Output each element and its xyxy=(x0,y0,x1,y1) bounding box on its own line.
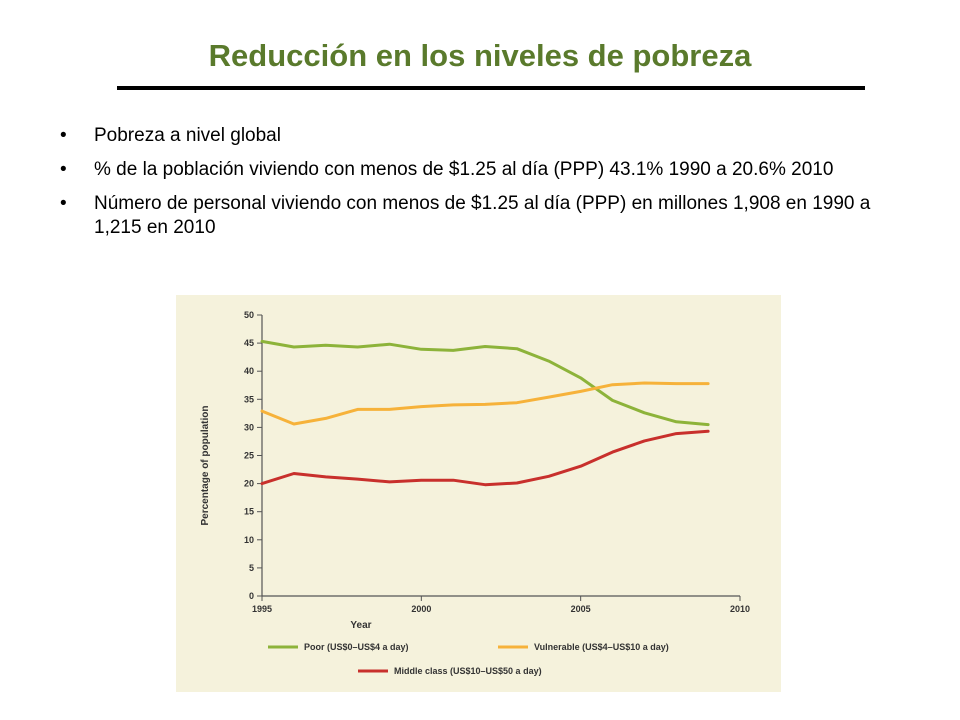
x-axis-label: Year xyxy=(350,620,371,631)
x-tick-label: 2005 xyxy=(571,604,591,614)
x-tick-label: 2010 xyxy=(730,604,750,614)
y-tick-label: 30 xyxy=(244,422,254,432)
x-tick-label: 2000 xyxy=(411,604,431,614)
bullet-list: • Pobreza a nivel global • % de la pobla… xyxy=(60,124,920,250)
slide-title: Reducción en los niveles de pobreza xyxy=(208,38,752,73)
x-tick-group: 1995 2000 2005 2010 xyxy=(252,596,750,614)
y-tick-label: 15 xyxy=(244,507,254,517)
series-group xyxy=(260,339,710,487)
y-tick-label: 0 xyxy=(249,591,254,601)
bullet-item: • % de la población viviendo con menos d… xyxy=(60,158,920,182)
y-tick-label: 25 xyxy=(244,451,254,461)
bullet-glyph: • xyxy=(60,193,67,214)
legend: Poor (US$0–US$4 a day) Vulnerable (US$4–U… xyxy=(268,642,669,676)
bullet-text: Pobreza a nivel global xyxy=(94,125,281,146)
x-tick-label: 1995 xyxy=(252,604,272,614)
y-tick-label: 40 xyxy=(244,366,254,376)
line-chart: 0 5 10 15 20 25 30 35 40 45 50 1995 2000 2005 2010 Ye… xyxy=(200,310,750,676)
bullet-text: % de la población viviendo con menos de … xyxy=(94,159,834,180)
bullet-glyph: • xyxy=(60,159,67,180)
y-axis-label: Percentage of population xyxy=(200,405,211,525)
y-tick-label: 50 xyxy=(244,310,254,320)
y-tick-label: 10 xyxy=(244,535,254,545)
y-tick-label: 45 xyxy=(244,338,254,348)
y-tick-label: 35 xyxy=(244,394,254,404)
bullet-glyph: • xyxy=(60,125,67,146)
series-line-1 xyxy=(260,381,710,426)
series-line-0 xyxy=(260,339,710,427)
bullet-text: Número de personal viviendo con menos de… xyxy=(94,193,871,238)
bullet-item: • Número de personal viviendo con menos … xyxy=(60,192,920,240)
y-tick-label: 20 xyxy=(244,479,254,489)
title-rule xyxy=(117,86,865,90)
y-tick-group: 0 5 10 15 20 25 30 35 40 45 50 xyxy=(244,310,262,601)
chart-panel: 0 5 10 15 20 25 30 35 40 45 50 1995 2000 2005 2010 Ye… xyxy=(176,295,781,692)
y-tick-label: 5 xyxy=(249,563,254,573)
series-line-2 xyxy=(260,429,710,487)
legend-label: Poor (US$0–US$4 a day) xyxy=(304,642,409,652)
legend-label: Middle class (US$10–US$50 a day) xyxy=(394,666,542,676)
legend-label: Vulnerable (US$4–US$10 a day) xyxy=(534,642,669,652)
bullet-item: • Pobreza a nivel global xyxy=(60,124,920,148)
